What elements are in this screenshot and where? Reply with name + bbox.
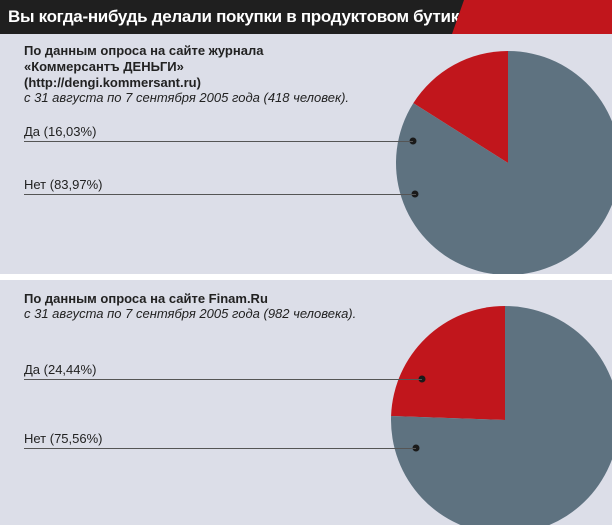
legend-label-yes: Да (16,03%) — [24, 124, 97, 139]
survey-period: с 31 августа по 7 сентября 2005 года (98… — [24, 306, 357, 321]
page-title: Вы когда-нибудь делали покупки в продукт… — [8, 7, 479, 26]
legend-label-no: Нет (75,56%) — [24, 431, 103, 446]
pie-slice-no — [391, 306, 612, 525]
source-line: По данным опроса на сайте Finam.Ru — [24, 291, 268, 306]
pie-slice-yes — [391, 306, 505, 420]
legend-label-yes: Да (24,44%) — [24, 362, 97, 377]
panel-divider — [0, 274, 612, 280]
leader-dot-yes — [418, 375, 426, 383]
pie-slice-no — [396, 51, 612, 274]
leader-line-no — [24, 448, 416, 449]
survey-period: с 31 августа по 7 сентября 2005 года (41… — [24, 90, 350, 105]
pie-chart-kommersant — [396, 51, 612, 274]
leader-line-yes — [24, 379, 422, 380]
source-line: «Коммерсантъ ДЕНЬГИ» — [24, 59, 184, 74]
pie-chart-finam — [391, 306, 612, 525]
leader-line-no — [24, 194, 416, 195]
source-line: (http://dengi.kommersant.ru) — [24, 75, 201, 90]
header-bar: Вы когда-нибудь делали покупки в продукт… — [0, 0, 612, 34]
legend-label-no: Нет (83,97%) — [24, 177, 103, 192]
leader-dot-no — [412, 444, 420, 452]
leader-line-yes — [24, 141, 413, 142]
poll-panel-finam: По данным опроса на сайте Finam.Ru с 31 … — [0, 280, 612, 525]
source-line: По данным опроса на сайте журнала — [24, 43, 264, 58]
pie-slice-yes — [413, 51, 508, 163]
poll-panel-kommersant: По данным опроса на сайте журнала «Комме… — [0, 34, 612, 274]
leader-dot-yes — [409, 137, 417, 145]
header-accent-stripe — [452, 0, 612, 34]
